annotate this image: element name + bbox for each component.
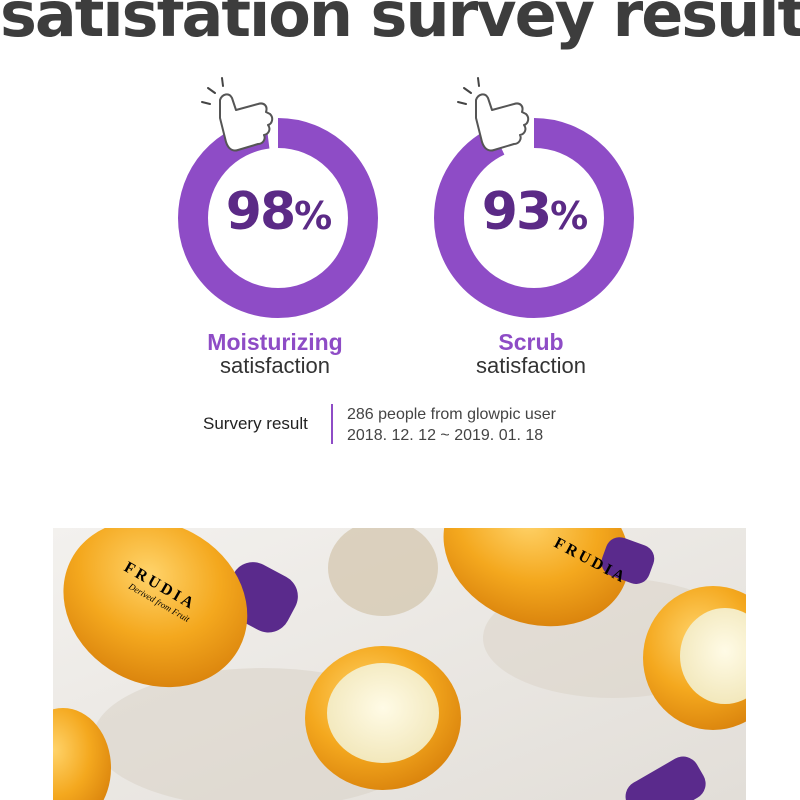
moisturizing-gauge: 98% [172,112,384,324]
scrub-value: 93 [481,182,552,242]
survey-participants: 286 people from glowpic user [347,406,557,423]
percent-sign: % [550,194,588,238]
scrub-caption: Scrub satisfaction [401,330,661,378]
scrub-percent: 93% [428,182,640,242]
moisturizing-ring [178,118,378,318]
moisturizing-percent: 98% [172,182,384,242]
moisturizing-caption: Moisturizing satisfaction [145,330,405,378]
product-photo: FRUDIA Derived from Fruit FRUDIA [53,528,746,800]
percent-sign: % [294,194,332,238]
survey-detail: 286 people from glowpic user 2018. 12. 1… [347,404,556,446]
scrub-arc [434,118,634,318]
moisturizing-value: 98 [225,182,296,242]
thumbs-up-icon [201,77,274,152]
moisturizing-arc [178,118,378,318]
satisfaction-label: satisfaction [475,353,587,378]
moisturizing-label: Moisturizing [207,329,343,355]
scrub-label: Scrub [498,329,564,355]
scrub-gauge: 93% [428,112,640,324]
survey-period: 2018. 12. 12 ~ 2019. 01. 18 [347,427,544,444]
satisfaction-label: satisfaction [219,353,331,378]
divider [331,404,333,444]
scrub-ring [434,118,634,318]
page-title: satisfation survey result [0,0,800,51]
thumbs-up-icon [457,77,530,152]
survey-label: Survery result [203,414,308,433]
